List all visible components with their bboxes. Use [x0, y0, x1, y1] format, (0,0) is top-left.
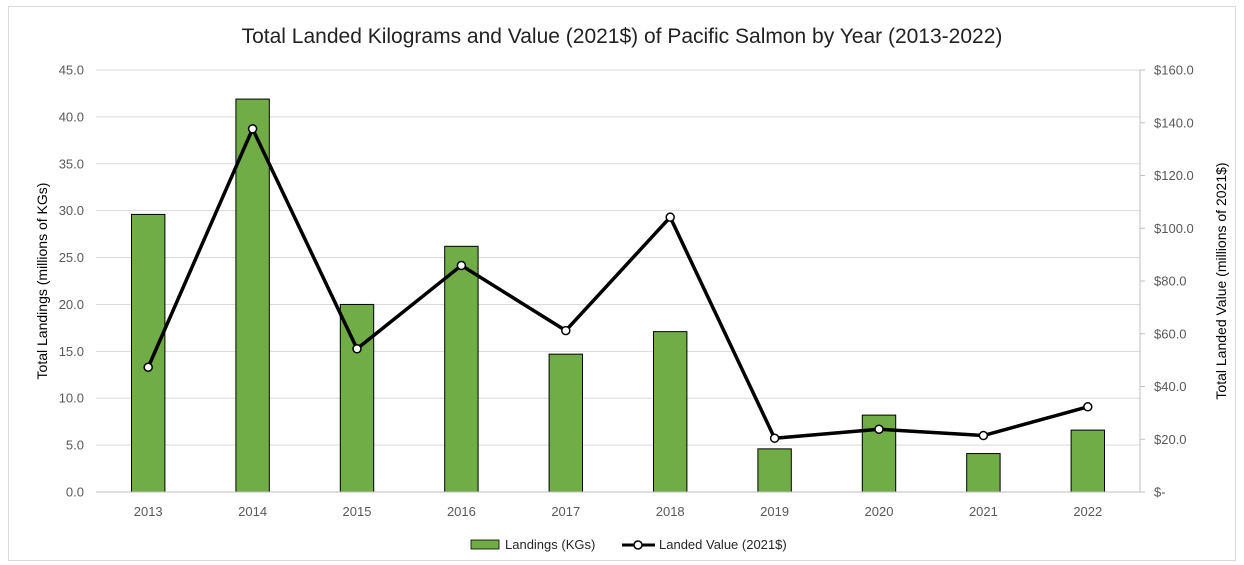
- x-tick-label: 2018: [656, 504, 685, 519]
- right-tick-label: $60.0: [1154, 326, 1187, 341]
- line-point: [769, 433, 780, 443]
- right-tick-label: $40.0: [1154, 379, 1187, 394]
- bar: [757, 448, 792, 493]
- right-tick-label: $-: [1154, 485, 1166, 500]
- right-axis-title: Total Landed Value (millions of 2021$): [1213, 162, 1229, 399]
- line-point: [143, 362, 153, 372]
- legend: Landings (KGs) Landed Value (2021$): [470, 537, 787, 552]
- x-tick-label: 2016: [447, 504, 476, 519]
- left-axis-title: Total Landings (millions of KGs): [34, 183, 50, 380]
- legend-label-landings: Landings (KGs): [505, 537, 595, 552]
- left-tick-label: 10.0: [59, 391, 84, 406]
- x-tick-label: 2020: [865, 504, 894, 519]
- bar: [444, 245, 479, 493]
- line-series: [143, 124, 1093, 443]
- left-tick-label: 30.0: [59, 203, 84, 218]
- right-axis-ticks: $- $20.0 $40.0 $60.0 $80.0 $100.0 $120.0 $140.0…: [1140, 63, 1194, 500]
- line-point: [665, 212, 675, 222]
- bar: [130, 213, 166, 493]
- left-tick-label: 15.0: [59, 344, 84, 359]
- left-tick-label: 5.0: [66, 438, 84, 453]
- line-point: [978, 430, 989, 441]
- bar: [339, 303, 375, 493]
- left-tick-label: 0.0: [66, 485, 84, 500]
- right-tick-label: $160.0: [1154, 63, 1194, 78]
- x-tick-label: 2014: [238, 504, 267, 519]
- x-tick-label: 2013: [134, 504, 163, 519]
- left-tick-label: 40.0: [59, 109, 84, 124]
- legend-swatch-marker: [633, 540, 643, 550]
- right-tick-label: $120.0: [1154, 168, 1194, 183]
- chart-frame: [8, 6, 1236, 561]
- line-point: [561, 325, 571, 336]
- x-tick-label: 2022: [1073, 504, 1102, 519]
- x-axis-ticks: 2013 2014 2015 2016 2017 2018 2019 2020 2021 2022: [134, 504, 1103, 519]
- bar: [548, 353, 584, 493]
- value-line: [146, 127, 1089, 440]
- line-point: [1083, 402, 1093, 412]
- bar: [652, 331, 688, 493]
- right-tick-label: $80.0: [1154, 274, 1187, 289]
- line-point: [456, 260, 467, 271]
- x-tick-label: 2021: [969, 504, 998, 519]
- chart-title: Total Landed Kilograms and Value (2021$)…: [242, 25, 1003, 48]
- x-tick-label: 2017: [551, 504, 580, 519]
- right-tick-label: $140.0: [1154, 115, 1194, 130]
- left-tick-label: 20.0: [59, 297, 84, 312]
- line-point: [874, 424, 884, 434]
- line-point: [352, 344, 362, 354]
- legend-swatch-landings: [470, 539, 500, 550]
- left-tick-label: 35.0: [59, 156, 84, 171]
- left-axis-ticks: 0.0 5.0 10.0 15.0 20.0 25.0 30.0 35.0 40.0 45.0: [59, 63, 84, 500]
- left-tick-label: 45.0: [59, 63, 84, 78]
- bar: [966, 453, 1001, 493]
- x-tick-label: 2019: [760, 504, 789, 519]
- bar: [1070, 429, 1106, 493]
- right-tick-label: $100.0: [1154, 221, 1194, 236]
- line-point: [247, 124, 258, 134]
- left-tick-label: 25.0: [59, 250, 84, 265]
- x-tick-label: 2015: [343, 504, 372, 519]
- gridlines: [96, 69, 1140, 446]
- legend-label-value: Landed Value (2021$): [659, 537, 787, 552]
- right-tick-label: $20.0: [1154, 432, 1187, 447]
